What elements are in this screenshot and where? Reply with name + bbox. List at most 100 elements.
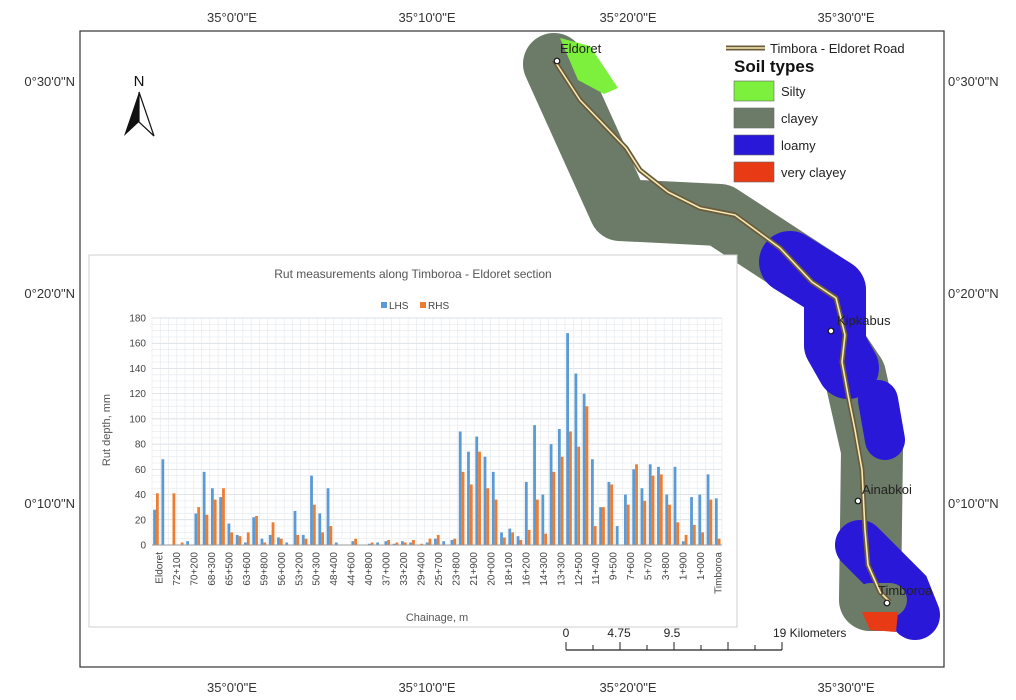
right-lat-label: 0°30'0"N	[948, 74, 999, 89]
legend: Timbora - Eldoret Road Soil types Silty …	[726, 41, 905, 183]
bar-lhs	[235, 534, 239, 545]
bar-rhs	[420, 543, 424, 545]
bar-rhs	[312, 504, 316, 545]
chart-x-tick-label: 18+100	[504, 552, 515, 586]
chart-x-tick-label: 23+800	[451, 552, 462, 586]
bar-rhs	[238, 536, 242, 545]
soil-zone-loamy	[858, 380, 905, 460]
bar-rhs	[271, 522, 275, 545]
legend-rhs-label: RHS	[428, 301, 449, 312]
bar-lhs	[557, 428, 561, 545]
chart-y-tick-label: 140	[129, 364, 146, 375]
bar-lhs	[582, 393, 586, 545]
bar-lhs	[549, 444, 553, 545]
bar-lhs	[252, 517, 256, 545]
bar-lhs	[318, 513, 322, 545]
chart-x-tick-label: 40+800	[364, 552, 375, 586]
legend-item-label: loamy	[781, 138, 816, 153]
bar-rhs	[222, 488, 225, 545]
bar-lhs	[574, 373, 578, 545]
bar-lhs	[161, 459, 165, 545]
bar-rhs	[354, 538, 358, 545]
chart-y-ticks: 0 20 40 60 80 100 120 140 160 180	[129, 314, 146, 552]
bar-lhs	[293, 510, 297, 545]
legend-item-label: Silty	[781, 84, 806, 99]
bar-lhs	[384, 541, 388, 545]
chart-y-tick-label: 100	[129, 414, 146, 425]
bar-lhs	[698, 494, 702, 545]
chart-y-axis-label: Rut depth, mm	[101, 394, 113, 466]
place-label: Ainabkoi	[862, 482, 912, 497]
chart-y-tick-label: 20	[135, 515, 147, 526]
chart-y-tick-label: 80	[135, 440, 147, 451]
soil-zone-silty	[560, 38, 618, 94]
bar-rhs	[626, 504, 630, 545]
bar-lhs	[301, 534, 305, 545]
right-lat-label: 0°20'0"N	[948, 286, 999, 301]
bar-lhs	[467, 451, 470, 545]
chart-x-tick-label: 68+300	[207, 552, 218, 586]
bar-rhs	[304, 538, 308, 545]
bar-rhs	[469, 484, 473, 545]
chart-x-tick-label: 65+500	[224, 552, 235, 586]
bar-lhs	[194, 513, 198, 545]
chart-x-tick-label: 1+000	[696, 552, 707, 581]
legend-item-label: very clayey	[781, 165, 847, 180]
chart-x-tick-label: 56+000	[277, 552, 288, 586]
bar-rhs	[577, 446, 581, 545]
place-label: Timboroa	[878, 583, 933, 598]
bar-lhs	[409, 542, 413, 545]
chart-x-tick-label: 53+200	[294, 552, 305, 586]
scale-bar: 0 4.75 9.5 19 Kilometers	[563, 626, 846, 651]
chart-x-tick-label: 63+600	[242, 552, 253, 586]
chart-x-tick-label: 70+200	[189, 552, 200, 586]
soil-zone-very-clayey	[862, 612, 898, 632]
chart-x-tick-label: 13+300	[556, 552, 567, 586]
bar-lhs	[334, 542, 338, 545]
bar-rhs	[461, 471, 465, 545]
bottom-lon-label: 35°10'0"E	[398, 680, 455, 695]
left-lat-label: 0°20'0"N	[24, 286, 75, 301]
bar-rhs	[717, 538, 721, 545]
bar-lhs	[458, 431, 462, 545]
bottom-longitude-labels: 35°0'0"E 35°10'0"E 35°20'0"E 35°30'0"E	[207, 680, 875, 695]
chart-x-tick-label: 50+300	[312, 552, 323, 586]
place-ainabkoi: Ainabkoi	[854, 482, 912, 505]
bar-rhs	[635, 464, 638, 545]
bar-rhs	[263, 542, 267, 545]
bar-rhs	[197, 507, 201, 545]
bar-lhs	[640, 488, 644, 545]
bar-lhs	[400, 541, 404, 545]
place-marker	[827, 327, 835, 335]
chart-x-tick-label: 1+900	[679, 552, 690, 581]
chart-x-tick-label: Timboroa	[714, 552, 725, 594]
bar-lhs	[244, 542, 247, 545]
bar-rhs	[684, 534, 688, 545]
bar-rhs	[255, 515, 258, 545]
chart-x-tick-label: Eldoret	[155, 552, 166, 584]
bar-rhs	[527, 529, 531, 545]
legend-swatch	[733, 134, 775, 156]
scale-label: 0	[563, 626, 570, 640]
chart-x-tick-label: 16+200	[521, 552, 532, 586]
top-longitude-labels: 35°0'0"E 35°10'0"E 35°20'0"E 35°30'0"E	[207, 10, 875, 25]
bar-rhs	[296, 534, 300, 545]
left-lat-label: 0°10'0"N	[24, 496, 75, 511]
bar-lhs	[475, 436, 479, 545]
place-timboroa: Timboroa	[878, 583, 933, 607]
chart-y-tick-label: 120	[129, 389, 146, 400]
legend-item-label: clayey	[781, 111, 818, 126]
bar-rhs	[643, 500, 647, 545]
bar-rhs	[535, 499, 539, 545]
bar-rhs	[701, 532, 704, 545]
bar-rhs	[155, 493, 159, 545]
right-lat-label: 0°10'0"N	[948, 496, 999, 511]
chart-x-tick-label: 48+400	[329, 552, 340, 586]
bar-rhs	[230, 532, 234, 545]
bar-lhs	[599, 507, 603, 545]
bar-rhs	[560, 456, 564, 545]
chart-y-tick-label: 180	[129, 314, 146, 325]
top-lon-label: 35°10'0"E	[398, 10, 455, 25]
place-eldoret: Eldoret	[553, 41, 602, 65]
bar-rhs	[329, 526, 333, 545]
